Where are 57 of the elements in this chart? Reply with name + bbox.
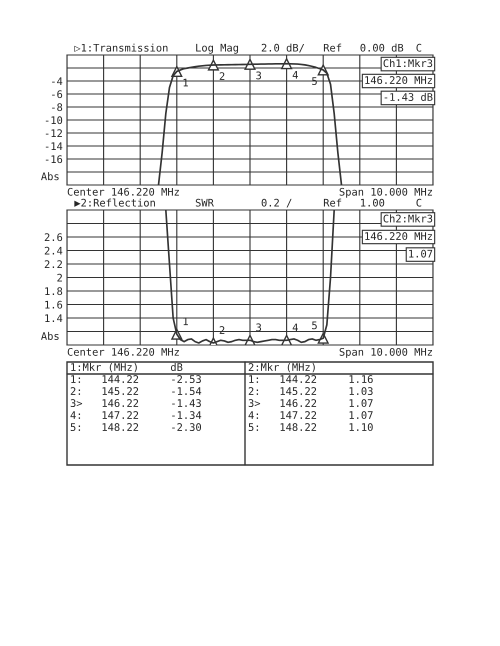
annotation: Ch2:Mkr3	[384, 214, 432, 222]
text: Center 146.220 MHz	[68, 188, 179, 196]
annotation: 4	[292, 324, 298, 332]
text: 2.0 dB/	[262, 44, 304, 52]
annotation: 1	[184, 317, 188, 326]
y-tick-label: 2.6	[44, 233, 62, 242]
y-axis-title: Abs	[41, 172, 59, 180]
annotation: 1.07	[409, 250, 432, 258]
text: 2: 145.22 -1.54	[70, 387, 202, 396]
annotation: 3	[256, 323, 262, 332]
chart-title: ▶2:Reflection	[74, 198, 155, 207]
text: Ref	[324, 44, 342, 52]
annotation: -1.43 dB	[384, 92, 433, 101]
y-tick-label: -12	[46, 129, 62, 137]
text: 2: 145.22 1.03	[248, 387, 373, 396]
text: 1: 144.22 1.16	[249, 375, 373, 384]
annotation: 4	[292, 71, 298, 79]
text: Span 10.000 MHz	[340, 348, 432, 358]
text: 1:Mkr (MHz) dB	[71, 362, 182, 372]
text: SWR	[196, 198, 214, 207]
y-axis-title: Abs	[41, 332, 59, 340]
y-tick-label: 2.4	[44, 246, 62, 254]
text: Ref	[324, 198, 342, 207]
y-tick-label: -8	[52, 103, 62, 112]
y-tick-label: 1.6	[45, 300, 62, 309]
text: 2:Mkr (MHz)	[248, 362, 315, 372]
text: 5: 148.22 1.10	[248, 423, 373, 432]
annotation: Ch1:Mkr3	[384, 59, 432, 68]
text: 3> 146.22 -1.43	[70, 399, 201, 408]
annotation: 2	[220, 72, 224, 80]
text: Span 10.000 MHz	[340, 188, 432, 198]
text: 3> 146.22 1.07	[248, 399, 373, 408]
annotation: 5	[312, 322, 317, 330]
y-tick-label: -10	[46, 116, 62, 124]
chart-title: ▷1:Transmission	[74, 44, 168, 52]
text: 4: 147.22 1.07	[248, 411, 373, 420]
text: 0.2 /	[262, 198, 292, 208]
text: Log Mag	[196, 44, 238, 54]
text: 1: 144.22 -2.53	[71, 375, 201, 384]
text: Center 146.220 MHz	[68, 348, 179, 356]
text: 4: 147.22 -1.34	[70, 411, 202, 420]
y-tick-label: -14	[46, 142, 62, 150]
annotation: 146.220 MHz	[365, 76, 432, 84]
y-tick-label: 2	[57, 274, 62, 282]
y-tick-label: 1.8	[45, 287, 62, 296]
y-tick-label: -16	[46, 155, 62, 164]
text: C	[416, 198, 422, 207]
text: 5: 148.22 -2.30	[70, 423, 202, 432]
annotation: 146.220 MHz	[365, 232, 432, 240]
text: 0.00 dB	[360, 44, 404, 52]
text: 1.00	[361, 198, 384, 207]
y-tick-label: 2.2	[44, 260, 62, 268]
y-tick-label: -4	[52, 77, 62, 85]
y-tick-label: 1.4	[45, 314, 62, 322]
y-tick-label: -6	[52, 90, 62, 98]
text: C	[416, 44, 422, 52]
annotation: 3	[256, 71, 262, 80]
